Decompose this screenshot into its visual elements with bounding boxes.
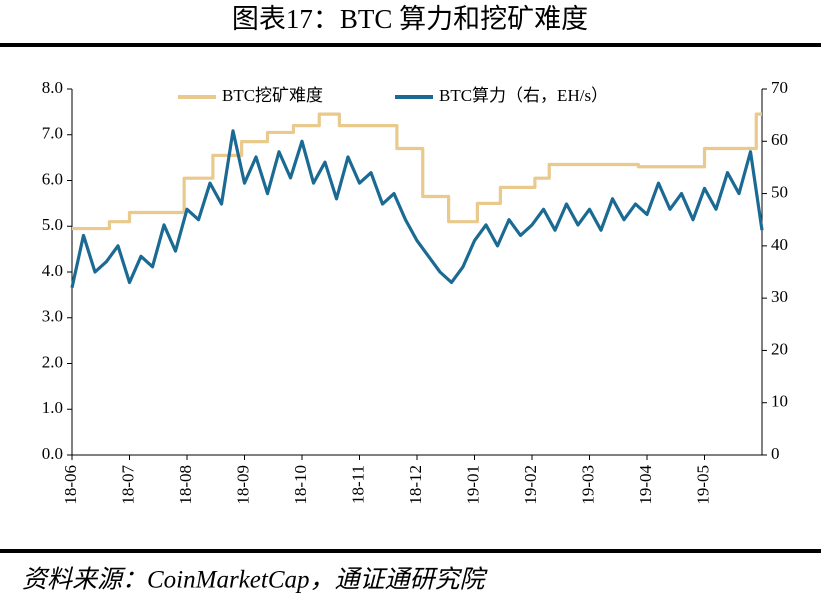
y2-tick-label: 0 — [771, 444, 780, 463]
x-tick-label: 18-06 — [61, 465, 80, 505]
y-tick-label: 7.0 — [42, 124, 63, 143]
x-tick-label: 18-08 — [176, 465, 195, 505]
x-tick-label: 19-05 — [693, 465, 712, 505]
title-rule — [0, 43, 821, 47]
x-tick-label: 19-03 — [578, 465, 597, 505]
y-tick-label: 4.0 — [42, 261, 63, 280]
x-tick-label: 19-02 — [521, 465, 540, 505]
y2-tick-label: 50 — [771, 182, 788, 201]
y-tick-label: 1.0 — [42, 398, 63, 417]
legend-label: BTC算力（右，EH/s） — [439, 86, 608, 105]
y-tick-label: 0.0 — [42, 444, 63, 463]
y-tick-label: 2.0 — [42, 352, 63, 371]
source-rule — [0, 549, 821, 553]
y2-tick-label: 30 — [771, 287, 788, 306]
y2-tick-label: 60 — [771, 130, 788, 149]
series-line — [72, 112, 762, 231]
y2-tick-label: 20 — [771, 339, 788, 358]
y-tick-label: 8.0 — [42, 78, 63, 97]
x-tick-label: 18-11 — [348, 465, 367, 504]
y-tick-label: 6.0 — [42, 169, 63, 188]
y2-tick-label: 40 — [771, 235, 788, 254]
legend-label: BTC挖矿难度 — [222, 86, 323, 105]
series-line — [70, 129, 764, 289]
x-tick-label: 19-01 — [463, 465, 482, 505]
y-tick-label: 3.0 — [42, 307, 63, 326]
y2-tick-label: 70 — [771, 78, 788, 97]
x-tick-label: 18-10 — [291, 465, 310, 505]
y-tick-label: 5.0 — [42, 215, 63, 234]
chart-title: 图表17：BTC 算力和挖矿难度 — [232, 4, 588, 34]
x-tick-label: 18-12 — [406, 465, 425, 505]
x-tick-label: 18-07 — [118, 465, 137, 505]
x-tick-label: 18-09 — [233, 465, 252, 505]
source-note: 资料来源：CoinMarketCap，通证通研究院 — [22, 566, 488, 594]
y2-tick-label: 10 — [771, 392, 788, 411]
x-tick-label: 19-04 — [636, 465, 655, 505]
